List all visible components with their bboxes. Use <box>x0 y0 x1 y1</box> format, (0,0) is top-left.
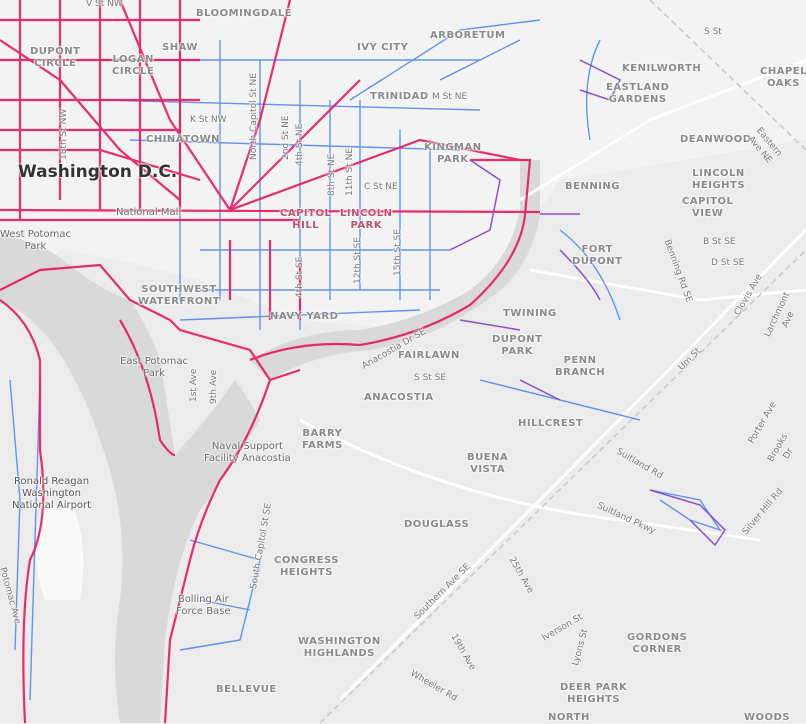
street-label: V St NW <box>86 0 123 9</box>
street-label: 8th St NE <box>327 153 337 196</box>
park-label: East Potomac Park <box>120 356 188 379</box>
park-label: Ronald Reagan Washington National Airpor… <box>12 476 92 511</box>
neighborhood-label: WOODS <box>744 712 791 723</box>
anacostia-river <box>250 160 540 380</box>
street-label: 12th St SE <box>353 236 363 284</box>
street-label: 9th Ave <box>209 369 219 404</box>
street-label: North Capitol St NE <box>249 73 259 160</box>
street-label: K St NW <box>190 115 227 125</box>
neighborhood-label: TRINIDAD <box>370 91 429 102</box>
neighborhood-label: SOUTHWEST WATERFRONT <box>138 284 221 307</box>
neighborhood-label: EASTLAND GARDENS <box>606 82 670 105</box>
street-label: C St NE <box>364 182 398 192</box>
city-label: Washington D.C. <box>18 162 178 182</box>
street-label: S St SE <box>414 373 447 383</box>
street-label: 15th St SE <box>393 228 403 276</box>
street-label: 18th St NW <box>59 108 69 160</box>
neighborhood-label: NAVY YARD <box>270 311 339 322</box>
boundary <box>319 0 806 723</box>
neighborhood-label: PENN BRANCH <box>555 355 606 378</box>
street-label: 4th St SE <box>295 256 305 298</box>
neighborhood-label: WASHINGTON HIGHLANDS <box>298 636 381 659</box>
neighborhood-label: IVY CITY <box>357 42 409 53</box>
airport-area <box>36 500 84 600</box>
neighborhood-label: CHINATOWN <box>146 134 220 145</box>
street-label: 11th St NE <box>345 147 355 196</box>
neighborhood-label: HILLCREST <box>518 418 584 429</box>
neighborhood-label: LINCOLN PARK <box>340 208 393 231</box>
street-label: B St SE <box>703 237 736 247</box>
neighborhood-label: CHAPEL OAKS <box>760 66 806 89</box>
neighborhood-label: DOUGLASS <box>404 519 470 530</box>
neighborhood-label: FAIRLAWN <box>398 350 460 361</box>
neighborhood-label: DUPONT PARK <box>492 334 543 357</box>
routes-red <box>0 0 541 723</box>
neighborhood-label: SHAW <box>162 42 198 53</box>
neighborhood-label: LINCOLN HEIGHTS <box>692 168 746 191</box>
street-label: S St <box>704 27 722 37</box>
neighborhood-label: BUENA VISTA <box>467 452 509 475</box>
neighborhood-label: NORTH <box>548 712 590 723</box>
park-label: Bolling Air Force Base <box>176 594 231 617</box>
neighborhood-label: BELLEVUE <box>216 684 277 695</box>
neighborhood-label: DEANWOOD <box>680 134 752 145</box>
neighborhood-label: DUPONT CIRCLE <box>30 46 81 69</box>
street-label: M St NE <box>432 92 468 102</box>
street-label: D St SE <box>711 258 745 268</box>
neighborhood-label: CAPITOL VIEW <box>682 196 734 219</box>
street-label: 2nd St NE <box>281 115 291 160</box>
potomac-river <box>0 235 260 723</box>
neighborhood-label: CAPITOL HILL <box>280 208 332 231</box>
street-label: 4th St NE <box>295 123 305 166</box>
park-label: National Mall <box>116 207 182 218</box>
neighborhood-label: BLOOMINGDALE <box>196 8 293 19</box>
park-label: West Potomac Park <box>0 229 71 252</box>
park-label: Naval Support Facility Anacostia <box>204 441 291 464</box>
neighborhood-label: FORT DUPONT <box>572 244 623 267</box>
neighborhood-label: TWINING <box>503 308 557 319</box>
neighborhood-label: DEER PARK HEIGHTS <box>560 682 628 705</box>
neighborhood-label: LOGAN CIRCLE <box>112 54 155 77</box>
roads <box>299 58 806 702</box>
neighborhood-label: ARBORETUM <box>430 30 506 41</box>
neighborhood-label: GORDONS CORNER <box>627 632 688 655</box>
street-label: 1st Ave <box>189 368 199 402</box>
neighborhood-label: CONGRESS HEIGHTS <box>274 555 339 578</box>
routes-purple <box>449 59 726 547</box>
neighborhood-label: BENNING <box>565 181 620 192</box>
neighborhood-label: BARRY FARMS <box>302 428 343 451</box>
neighborhood-label: ANACOSTIA <box>364 392 434 403</box>
neighborhood-label: KINGMAN PARK <box>424 142 482 165</box>
neighborhood-label: KENILWORTH <box>622 63 702 74</box>
